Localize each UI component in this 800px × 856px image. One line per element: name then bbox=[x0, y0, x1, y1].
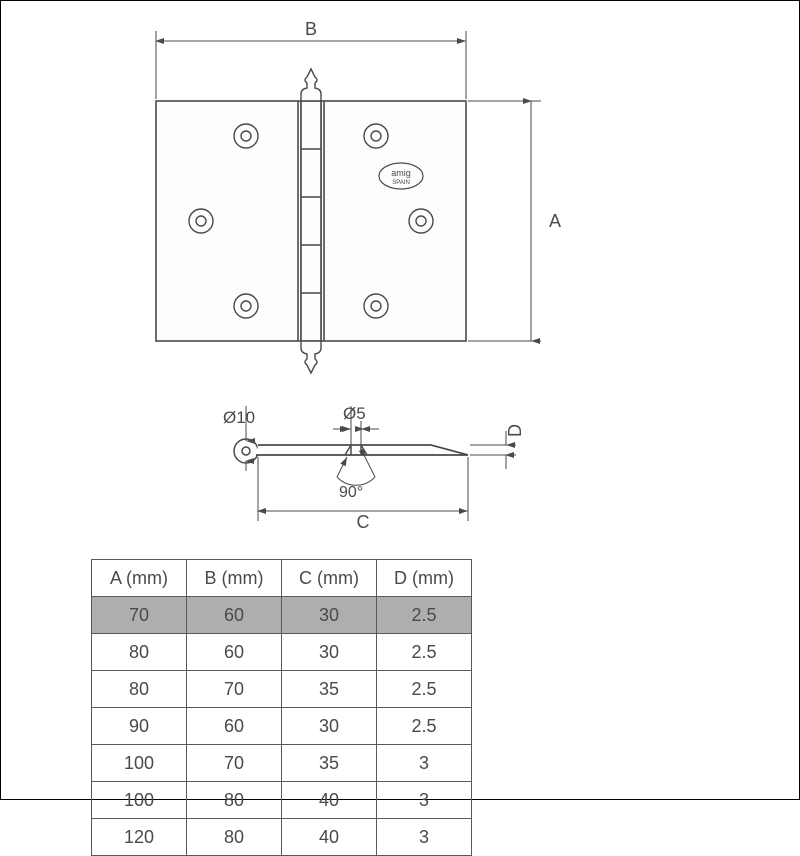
table-cell: 90 bbox=[92, 708, 187, 745]
table-cell: 60 bbox=[187, 634, 282, 671]
brand-stamp: amig SPAIN bbox=[379, 163, 423, 189]
table-cell: 30 bbox=[282, 597, 377, 634]
table-cell: 40 bbox=[282, 782, 377, 819]
table-header: C (mm) bbox=[282, 560, 377, 597]
table-cell: 2.5 bbox=[377, 597, 472, 634]
dimensions-table: A (mm)B (mm)C (mm)D (mm) 7060302.5806030… bbox=[91, 559, 472, 856]
dim-label-b: B bbox=[305, 19, 317, 39]
dim-label-c: C bbox=[357, 512, 370, 532]
table-cell: 60 bbox=[187, 708, 282, 745]
table-row: 8060302.5 bbox=[92, 634, 472, 671]
table-cell: 35 bbox=[282, 671, 377, 708]
table-cell: 2.5 bbox=[377, 671, 472, 708]
table-cell: 80 bbox=[187, 782, 282, 819]
table-cell: 30 bbox=[282, 634, 377, 671]
table-row: 7060302.5 bbox=[92, 597, 472, 634]
table-cell: 60 bbox=[187, 597, 282, 634]
table-header: A (mm) bbox=[92, 560, 187, 597]
dim-label-d5: Ø5 bbox=[343, 404, 366, 423]
table-cell: 2.5 bbox=[377, 634, 472, 671]
table-cell: 40 bbox=[282, 819, 377, 856]
table-cell: 2.5 bbox=[377, 708, 472, 745]
dim-label-a: A bbox=[549, 211, 561, 231]
table-cell: 100 bbox=[92, 782, 187, 819]
table-cell: 70 bbox=[187, 745, 282, 782]
table-cell: 80 bbox=[187, 819, 282, 856]
dim-label-d10: Ø10 bbox=[223, 408, 255, 427]
table-row: 10070353 bbox=[92, 745, 472, 782]
table-header: D (mm) bbox=[377, 560, 472, 597]
table-cell: 100 bbox=[92, 745, 187, 782]
table-cell: 3 bbox=[377, 782, 472, 819]
table-cell: 70 bbox=[92, 597, 187, 634]
brand-bottom-text: SPAIN bbox=[392, 180, 410, 186]
table-row: 12080403 bbox=[92, 819, 472, 856]
technical-drawing: amig SPAIN B A bbox=[1, 1, 800, 561]
table-cell: 3 bbox=[377, 745, 472, 782]
table-row: 9060302.5 bbox=[92, 708, 472, 745]
table-header: B (mm) bbox=[187, 560, 282, 597]
brand-top-text: amig bbox=[391, 168, 411, 178]
diagram-page: amig SPAIN B A bbox=[0, 0, 800, 800]
dim-label-d: D bbox=[505, 424, 525, 437]
table-cell: 35 bbox=[282, 745, 377, 782]
table-row: 10080403 bbox=[92, 782, 472, 819]
table-row: 8070352.5 bbox=[92, 671, 472, 708]
table-cell: 120 bbox=[92, 819, 187, 856]
table-cell: 80 bbox=[92, 671, 187, 708]
table-cell: 70 bbox=[187, 671, 282, 708]
table-cell: 30 bbox=[282, 708, 377, 745]
dim-label-90: 90° bbox=[339, 484, 363, 501]
table-cell: 3 bbox=[377, 819, 472, 856]
table-cell: 80 bbox=[92, 634, 187, 671]
